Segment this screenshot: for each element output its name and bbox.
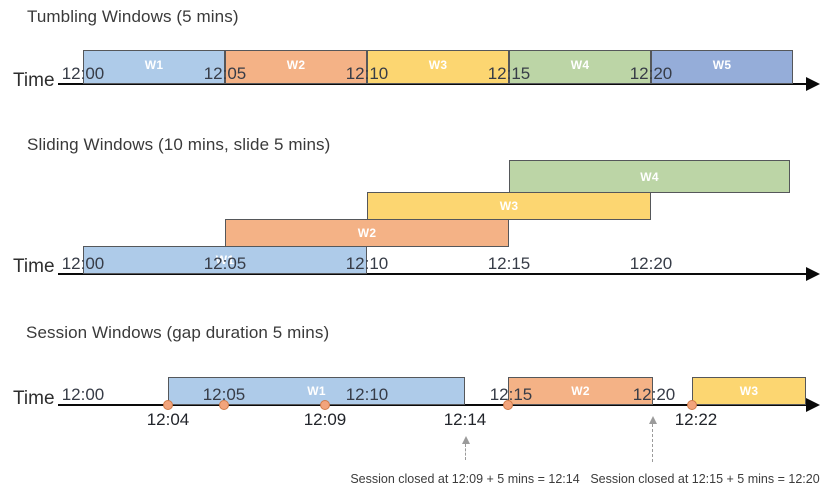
window-label: W2 [571, 384, 590, 398]
window-label: W2 [357, 226, 377, 240]
sliding-title: Sliding Windows (10 mins, slide 5 mins) [27, 135, 331, 154]
annotation-up-arrow-icon [460, 436, 471, 460]
event-dot-1204 [163, 400, 173, 410]
tumbling-window-w1: W1 [83, 50, 225, 84]
session-tick-1200: 12:00 [61, 385, 105, 404]
window-label: W4 [570, 58, 590, 72]
arrowhead-icon [648, 416, 657, 424]
tumbling-window-w3: W3 [367, 50, 509, 84]
sliding-window-w2: W2 [225, 219, 509, 247]
annotation-up-arrow-icon [647, 416, 658, 462]
session-close-time-1214: 12:14 [443, 410, 487, 429]
session-tick-1210: 12:10 [345, 385, 389, 404]
session-close-annotation-1: Session closed at 12:09 + 5 mins = 12:14 [350, 472, 580, 486]
window-label: W3 [739, 384, 759, 398]
window-label: W1 [215, 253, 235, 267]
window-label: W3 [499, 199, 519, 213]
tumbling-time-axis-label: Time [13, 70, 55, 91]
session-window-w3: W3 [692, 377, 806, 405]
sliding-window-w3: W3 [367, 192, 651, 220]
event-dot-1205 [219, 400, 229, 410]
sliding-tick-1215: 12:15 [487, 254, 531, 273]
session-window-w1: W1 [168, 377, 465, 405]
tumbling-window-w2: W2 [225, 50, 367, 84]
sliding-tick-1200: 12:00 [61, 254, 105, 273]
arrowhead-icon [461, 436, 470, 444]
tumbling-tick-1220: 12:20 [629, 64, 673, 83]
window-label: W1 [144, 58, 164, 72]
session-window-w2: W2 [508, 377, 653, 405]
sliding-tick-1205: 12:05 [203, 254, 247, 273]
session-tick-1220: 12:20 [632, 385, 676, 404]
tumbling-tick-1215: 12:15 [487, 64, 531, 83]
session-time-axis-label: Time [13, 388, 55, 409]
tumbling-window-w5: W5 [651, 50, 793, 84]
event-time-1222: 12:22 [674, 410, 718, 429]
sliding-window-w4: W4 [509, 160, 790, 193]
event-dot-1222 [687, 400, 697, 410]
session-close-annotation-2: Session closed at 12:15 + 5 mins = 12:20 [590, 472, 820, 486]
event-time-1209: 12:09 [303, 410, 347, 429]
sliding-axis-arrowhead-icon [806, 267, 820, 281]
event-dot-1209 [320, 400, 330, 410]
tumbling-tick-1200: 12:00 [61, 64, 105, 83]
window-label: W2 [286, 58, 306, 72]
sliding-tick-1220: 12:20 [629, 254, 673, 273]
window-label: W4 [640, 169, 659, 184]
window-label: W1 [307, 384, 326, 398]
tumbling-window-w4: W4 [509, 50, 651, 84]
window-label: W5 [712, 58, 732, 72]
session-time-axis [58, 404, 808, 406]
event-dot-1215 [503, 400, 513, 410]
dashed-line [465, 444, 466, 460]
session-axis-arrowhead-icon [806, 398, 820, 412]
tumbling-time-axis [58, 83, 808, 85]
sliding-time-axis [58, 273, 808, 275]
dashed-line [652, 424, 653, 462]
event-time-1204: 12:04 [146, 410, 190, 429]
session-tick-1205: 12:05 [202, 385, 246, 404]
tumbling-tick-1210: 12:10 [345, 64, 389, 83]
session-title: Session Windows (gap duration 5 mins) [26, 323, 330, 342]
session-tick-1215: 12:15 [489, 385, 533, 404]
sliding-tick-1210: 12:10 [345, 254, 389, 273]
window-label: W3 [428, 58, 448, 72]
tumbling-axis-arrowhead-icon [806, 77, 820, 91]
sliding-window-w1: W1 [83, 246, 367, 274]
sliding-time-axis-label: Time [13, 256, 55, 277]
tumbling-tick-1205: 12:05 [203, 64, 247, 83]
tumbling-title: Tumbling Windows (5 mins) [27, 7, 239, 26]
